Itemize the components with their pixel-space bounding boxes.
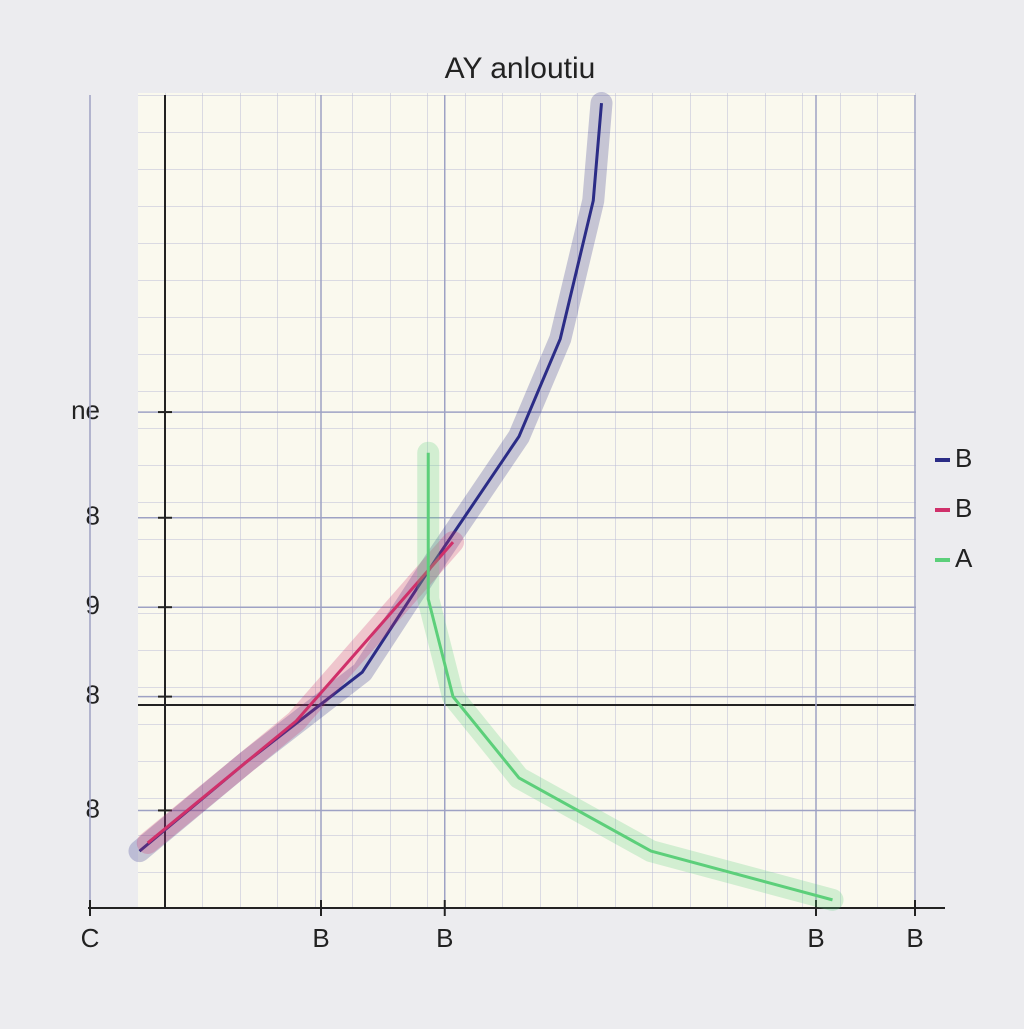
grid-pattern <box>138 93 916 908</box>
x-tick-label: B <box>312 923 329 953</box>
y-tick-label: 8 <box>86 793 100 823</box>
chart-title: AY anloutiu <box>445 52 596 85</box>
y-tick-label: 8 <box>86 679 100 709</box>
series-line <box>146 541 455 845</box>
legend-label: B <box>955 443 972 473</box>
legend-label: A <box>955 543 973 573</box>
x-tick-label: B <box>807 923 824 953</box>
y-tick-label: 9 <box>86 590 100 620</box>
legend-label: B <box>955 493 972 523</box>
x-tick-label: C <box>81 923 100 953</box>
series-line <box>426 452 833 902</box>
y-tick-label: ne <box>71 395 100 425</box>
y-tick-label: 8 <box>86 501 100 531</box>
x-tick-label: B <box>906 923 923 953</box>
x-tick-label: B <box>436 923 453 953</box>
